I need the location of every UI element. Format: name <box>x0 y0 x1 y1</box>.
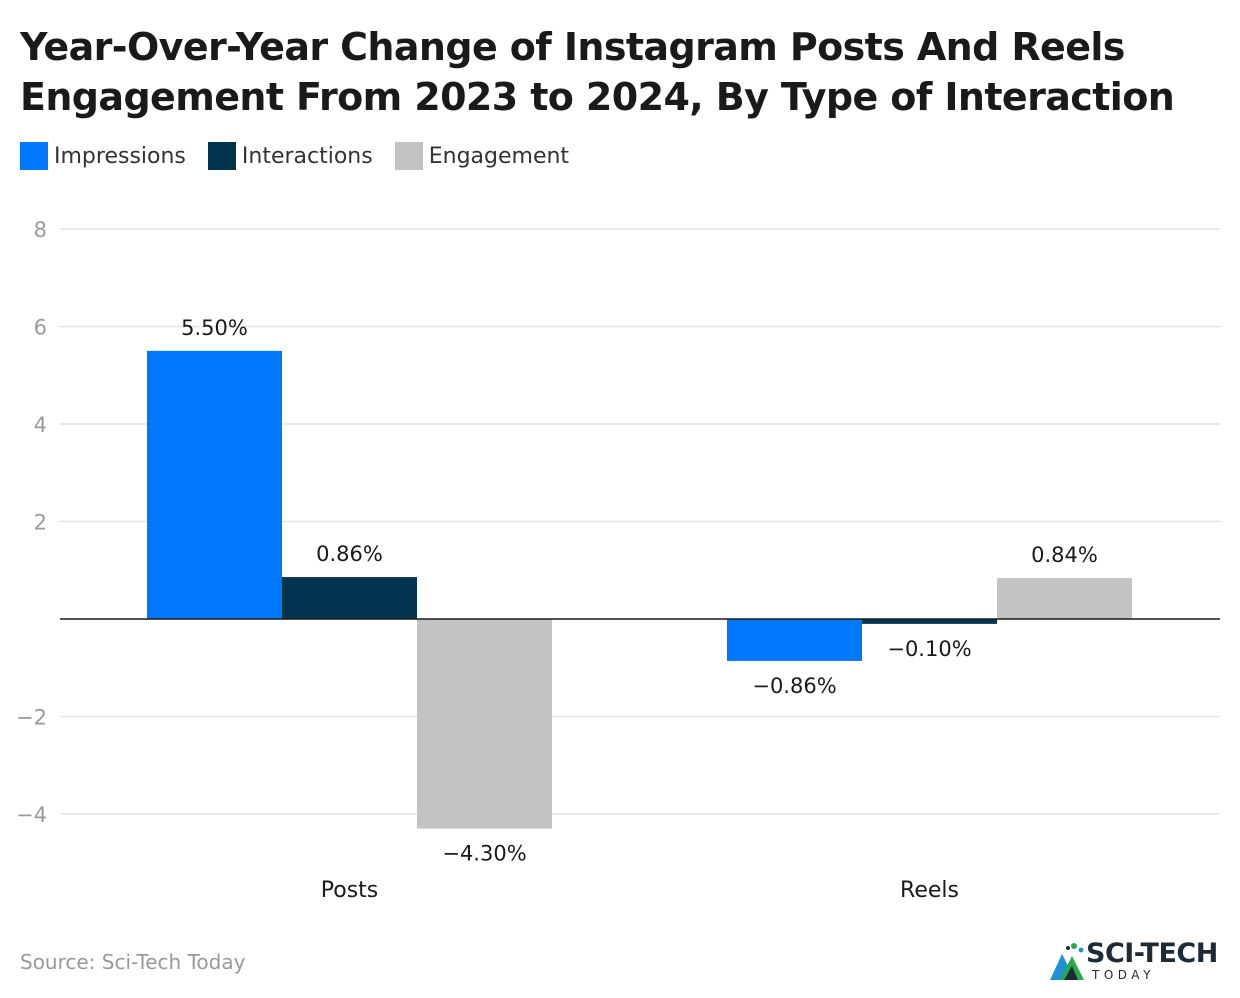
bar-impressions-reels <box>727 619 862 661</box>
data-label: 0.84% <box>1031 543 1098 567</box>
bar-interactions-reels <box>862 619 997 624</box>
bar-engagement-reels <box>997 578 1132 619</box>
y-tick-label: 2 <box>34 511 47 535</box>
y-tick-label: 6 <box>34 316 47 340</box>
y-tick-label: 4 <box>34 413 47 437</box>
chart-title: Year-Over-Year Change of Instagram Posts… <box>20 25 1175 119</box>
sci-tech-today-logo: SCI-TECH TODAY <box>1048 938 1224 984</box>
logo-brand-text: SCI-TECH <box>1086 938 1218 969</box>
legend-label-engagement: Engagement <box>428 143 570 169</box>
bars <box>147 350 1132 829</box>
x-category-label: Reels <box>900 878 959 903</box>
legend-label-impressions: Impressions <box>54 143 186 169</box>
legend-item-engagement[interactable]: Engagement <box>394 142 570 170</box>
legend-swatch-interactions <box>207 142 236 170</box>
y-tick-label: −4 <box>16 803 47 827</box>
bar-impressions-posts <box>147 350 282 619</box>
y-tick-label: −2 <box>16 706 47 730</box>
legend-label-interactions: Interactions <box>241 143 373 169</box>
source-note: Source: Sci-Tech Today <box>20 950 246 974</box>
logo-sub-text: TODAY <box>1092 968 1155 982</box>
x-category-label: Posts <box>321 878 379 903</box>
legend-item-interactions[interactable]: Interactions <box>207 142 373 170</box>
data-label: 0.86% <box>316 542 383 566</box>
legend: Impressions Interactions Engagement <box>20 142 569 170</box>
bar-engagement-posts <box>417 619 552 829</box>
data-label: −4.30% <box>442 842 526 866</box>
legend-swatch-impressions <box>20 142 48 170</box>
labels: 8 6 4 2 −2 −4 5.50% −0.86% 0.86% −0.10% −4.30% 0.84… <box>16 218 1098 903</box>
y-tick-label: 8 <box>34 218 47 242</box>
data-label: −0.86% <box>752 674 836 698</box>
legend-item-impressions[interactable]: Impressions <box>20 142 186 170</box>
bar-interactions-posts <box>282 577 417 619</box>
data-label: 5.50% <box>181 316 248 340</box>
legend-swatch-engagement <box>394 142 423 170</box>
logo-mark-icon <box>1050 943 1084 980</box>
bar-chart: 8 6 4 2 −2 −4 5.50% −0.86% 0.86% −0.10% −4.30% 0.84… <box>16 218 1220 903</box>
data-label: −0.10% <box>887 637 971 661</box>
